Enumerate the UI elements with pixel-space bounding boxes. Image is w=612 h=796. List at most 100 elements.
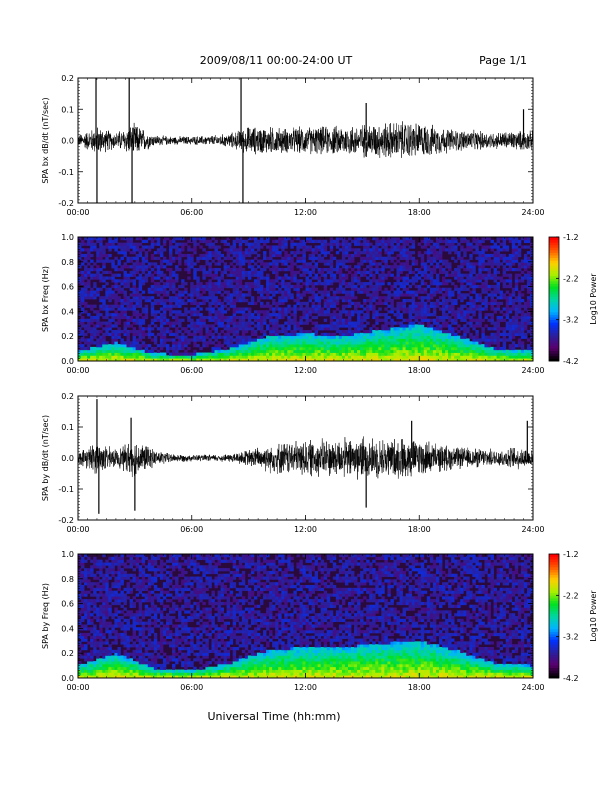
spectrogram-cell [114, 285, 117, 288]
spectrogram-cell [117, 243, 120, 246]
spectrogram-cell [433, 291, 436, 294]
spectrogram-cell [400, 240, 403, 243]
spectrogram-cell [87, 293, 90, 296]
spectrogram-cell [184, 254, 187, 257]
spectrogram-cell [521, 262, 524, 265]
spectrogram-cell [515, 344, 518, 347]
spectrogram-cell [130, 299, 133, 302]
spectrogram-cell [318, 240, 321, 243]
spectrogram-cell [142, 291, 145, 294]
spectrogram-cell [196, 305, 199, 308]
spectrogram-cell [415, 347, 418, 350]
spectrogram-cell [242, 285, 245, 288]
spectrogram-cell [163, 316, 166, 319]
spectrogram-cell [208, 245, 211, 248]
spectrogram-cell [475, 330, 478, 333]
spectrogram-cell [518, 291, 521, 294]
spectrogram-cell [230, 350, 233, 353]
spectrogram-cell [369, 353, 372, 356]
spectrogram-cell [497, 316, 500, 319]
spectrogram-cell [142, 307, 145, 310]
spectrogram-cell [136, 288, 139, 291]
spectrogram-cell [375, 341, 378, 344]
spectrogram-cell [418, 271, 421, 274]
spectrogram-cell [506, 279, 509, 282]
spectrogram-cell [421, 279, 424, 282]
spectrogram-cell [354, 274, 357, 277]
spectrogram-cell [172, 322, 175, 325]
spectrogram-cell [484, 341, 487, 344]
spectrogram-cell [157, 327, 160, 330]
spectrogram-cell [472, 245, 475, 248]
spectrogram-cell [239, 327, 242, 330]
spectrogram-cell [93, 310, 96, 313]
spectrogram-cell [363, 248, 366, 251]
spectrogram-cell [345, 260, 348, 263]
spectrogram-cell [211, 333, 214, 336]
spectrogram-cell [157, 251, 160, 254]
spectrogram-cell [208, 293, 211, 296]
spectrogram-cell [351, 350, 354, 353]
spectrogram-cell [330, 353, 333, 356]
spectrogram-cell [478, 265, 481, 268]
colorbar-segment [549, 340, 559, 343]
spectrogram-cell [433, 313, 436, 316]
spectrogram-cell [199, 302, 202, 305]
spectrogram-cell [108, 240, 111, 243]
spectrogram-cell [521, 355, 524, 358]
spectrogram-cell [524, 322, 527, 325]
spectrogram-cell [205, 341, 208, 344]
spectrogram-cell [427, 251, 430, 254]
spectrogram-cell [469, 262, 472, 265]
spectrogram-cell [248, 353, 251, 356]
spectrogram-cell [236, 327, 239, 330]
spectrogram-cell [93, 316, 96, 319]
spectrogram-cell [272, 279, 275, 282]
spectrogram-cell [181, 248, 184, 251]
spectrogram-cell [245, 251, 248, 254]
spectrogram-cell [196, 296, 199, 299]
spectrogram-cell [418, 327, 421, 330]
spectrogram-cell [491, 291, 494, 294]
spectrogram-cell [327, 353, 330, 356]
spectrogram-cell [269, 248, 272, 251]
spectrogram-cell [260, 291, 263, 294]
spectrogram-cell [503, 245, 506, 248]
spectrogram-cell [120, 344, 123, 347]
spectrogram-cell [400, 307, 403, 310]
spectrogram-cell [390, 338, 393, 341]
spectrogram-cell [160, 285, 163, 288]
spectrogram-cell [357, 243, 360, 246]
spectrogram-cell [412, 330, 415, 333]
spectrogram-cell [360, 305, 363, 308]
spectrogram-cell [99, 355, 102, 358]
spectrogram-cell [421, 353, 424, 356]
spectrogram-cell [406, 240, 409, 243]
spectrogram-cell [184, 350, 187, 353]
spectrogram-cell [375, 310, 378, 313]
spectrogram-cell [78, 333, 81, 336]
spectrogram-cell [488, 341, 491, 344]
spectrogram-cell [205, 251, 208, 254]
spectrogram-cell [266, 291, 269, 294]
spectrogram-cell [475, 274, 478, 277]
spectrogram-cell [321, 333, 324, 336]
spectrogram-cell [439, 248, 442, 251]
spectrogram-cell [463, 324, 466, 327]
spectrogram-cell [145, 333, 148, 336]
spectrogram-cell [178, 338, 181, 341]
spectrogram-cell [351, 288, 354, 291]
spectrogram-cell [348, 347, 351, 350]
spectrogram-cell [330, 240, 333, 243]
spectrogram-cell [460, 245, 463, 248]
spectrogram-cell [284, 344, 287, 347]
spectrogram-cell [133, 333, 136, 336]
spectrogram-cell [324, 336, 327, 339]
spectrogram-cell [239, 324, 242, 327]
spectrogram-cell [145, 299, 148, 302]
spectrogram-cell [287, 344, 290, 347]
spectrogram-cell [190, 327, 193, 330]
spectrogram-cell [218, 299, 221, 302]
spectrogram-cell [390, 288, 393, 291]
spectrogram-cell [330, 276, 333, 279]
